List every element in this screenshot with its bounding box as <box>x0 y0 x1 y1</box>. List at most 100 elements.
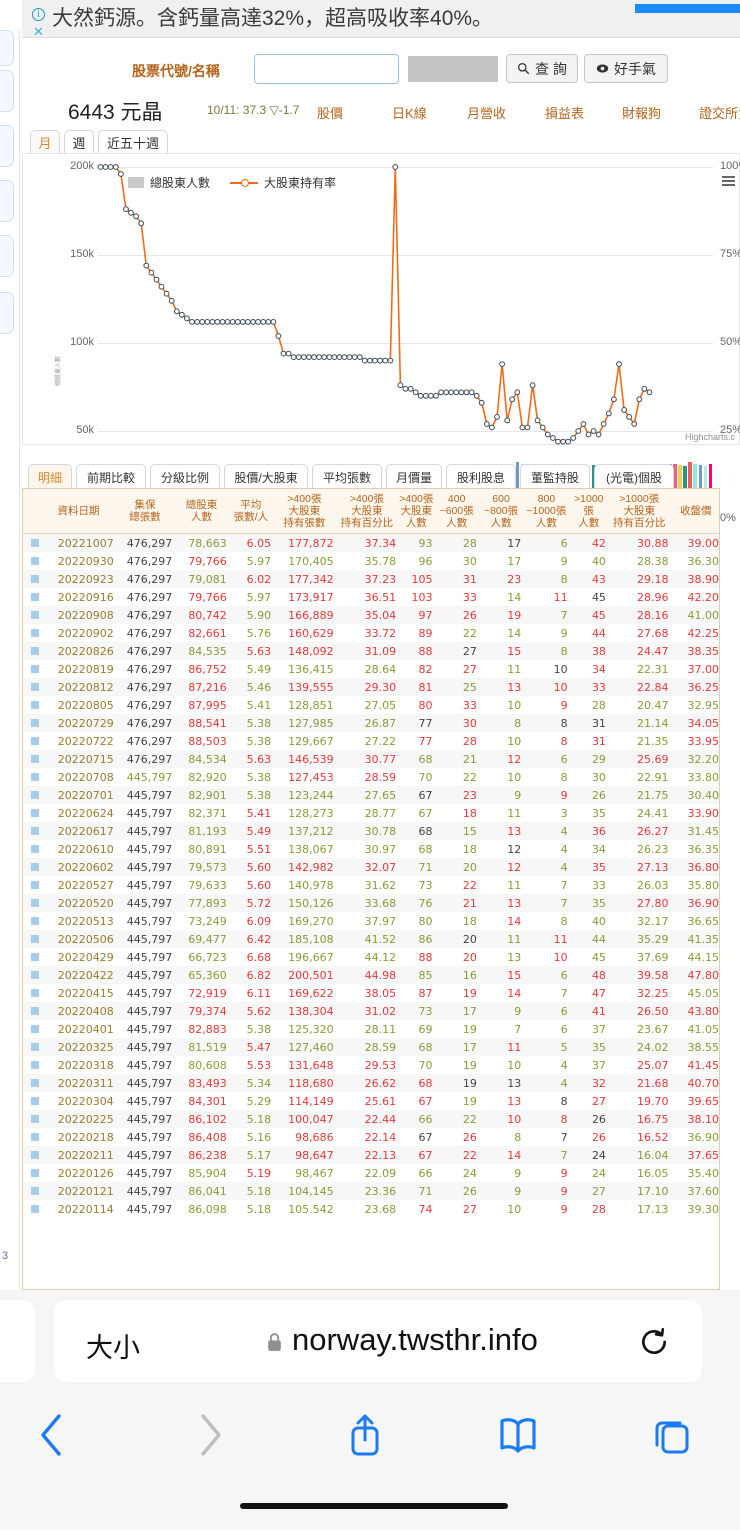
table-cell-marker[interactable] <box>23 1038 41 1056</box>
table-row[interactable]: 20220520 445,797 77,893 5.72 150,126 33.68 76 2… <box>23 894 719 912</box>
table-row[interactable]: 20220729 476,297 88,541 5.38 127,985 26.87 77 3… <box>23 714 719 732</box>
search-input[interactable] <box>254 54 399 84</box>
table-header-cell[interactable]: 平均 張數/人 <box>228 489 274 534</box>
table-row[interactable]: 20221007 476,297 78,663 6.05 177,872 37.34 93 2… <box>23 533 719 553</box>
table-row[interactable]: 20220701 445,797 82,901 5.38 123,244 27.65 67 2… <box>23 786 719 804</box>
table-cell-marker[interactable] <box>23 768 41 786</box>
row-marker[interactable] <box>31 1078 40 1087</box>
data-tab-6[interactable]: 股利股息 <box>446 464 516 489</box>
table-cell-marker[interactable] <box>23 606 41 624</box>
share-button[interactable] <box>325 1400 405 1470</box>
row-marker[interactable] <box>31 1168 40 1177</box>
table-cell-marker[interactable] <box>23 534 41 553</box>
data-tab-1[interactable]: 前期比較 <box>76 464 146 489</box>
table-row[interactable]: 20220408 445,797 79,374 5.62 138,304 31.02 73 1… <box>23 1002 719 1020</box>
table-cell-marker[interactable] <box>23 786 41 804</box>
nav-link-3[interactable]: 損益表 <box>545 106 585 121</box>
table-cell-marker[interactable] <box>23 696 41 714</box>
table-row[interactable]: 20220121 445,797 86,041 5.18 104,145 23.36 71 2… <box>23 1182 719 1200</box>
row-marker[interactable] <box>31 1204 40 1213</box>
row-marker[interactable] <box>31 1096 40 1105</box>
previous-tab-peek[interactable] <box>0 1300 35 1382</box>
table-row[interactable]: 20220513 445,797 73,249 6.09 169,270 37.97 80 1… <box>23 912 719 930</box>
table-header-cell[interactable]: 400 ~600張 人數 <box>434 489 479 534</box>
table-row[interactable]: 20220429 445,797 66,723 6.68 196,667 44.12 88 2… <box>23 948 719 966</box>
row-marker[interactable] <box>31 754 40 763</box>
table-row[interactable]: 20220819 476,297 86,752 5.49 136,415 28.64 82 2… <box>23 660 719 678</box>
table-cell-marker[interactable] <box>23 714 41 732</box>
row-marker[interactable] <box>31 664 40 673</box>
sidebar-box-2[interactable] <box>0 125 14 167</box>
data-tab-5[interactable]: 月價量 <box>386 464 442 489</box>
table-row[interactable]: 20220812 476,297 87,216 5.46 139,555 29.30 81 2… <box>23 678 719 696</box>
table-cell-marker[interactable] <box>23 984 41 1002</box>
row-marker[interactable] <box>31 1042 40 1051</box>
table-header-cell[interactable]: 集保 總張數 <box>115 489 175 534</box>
row-marker[interactable] <box>31 1132 40 1141</box>
row-marker[interactable] <box>31 844 40 853</box>
row-marker[interactable] <box>31 646 40 655</box>
row-marker[interactable] <box>31 1186 40 1195</box>
table-cell-marker[interactable] <box>23 624 41 642</box>
row-marker[interactable] <box>31 970 40 979</box>
table-header-cell[interactable]: >400張 大股東 持有百分比 <box>335 489 399 534</box>
table-row[interactable]: 20220722 476,297 88,503 5.38 129,667 27.22 77 2… <box>23 732 719 750</box>
lucky-button[interactable]: 好手氣 <box>584 54 668 83</box>
bookmarks-button[interactable] <box>478 1400 558 1470</box>
table-row[interactable]: 20220318 445,797 80,608 5.53 131,648 29.53 70 1… <box>23 1056 719 1074</box>
table-cell-marker[interactable] <box>23 912 41 930</box>
row-marker[interactable] <box>31 1006 40 1015</box>
tabs-button[interactable] <box>632 1400 712 1470</box>
table-row[interactable]: 20220708 445,797 82,920 5.38 127,453 28.59 70 2… <box>23 768 719 786</box>
table-cell-marker[interactable] <box>23 678 41 696</box>
table-cell-marker[interactable] <box>23 948 41 966</box>
row-marker[interactable] <box>31 592 40 601</box>
table-row[interactable]: 20220304 445,797 84,301 5.29 114,149 25.61 67 1… <box>23 1092 719 1110</box>
table-cell-marker[interactable] <box>23 966 41 984</box>
table-cell-marker[interactable] <box>23 804 41 822</box>
data-tab-4[interactable]: 平均張數 <box>312 464 382 489</box>
nav-link-1[interactable]: 日K線 <box>392 106 427 121</box>
table-header-cell[interactable]: 資料日期 <box>41 489 116 534</box>
legend-label-bar[interactable]: 總股東人數 <box>150 176 211 190</box>
row-marker[interactable] <box>31 772 40 781</box>
table-header-cell[interactable]: >1000張 人數 <box>569 489 608 534</box>
table-cell-marker[interactable] <box>23 894 41 912</box>
reload-icon[interactable] <box>638 1326 670 1358</box>
table-row[interactable]: 20220506 445,797 69,477 6.42 185,108 41.52 86 2… <box>23 930 719 948</box>
row-marker[interactable] <box>31 700 40 709</box>
table-row[interactable]: 20220805 476,297 87,995 5.41 128,851 27.05 80 3… <box>23 696 719 714</box>
row-marker[interactable] <box>31 610 40 619</box>
row-marker[interactable] <box>31 790 40 799</box>
row-marker[interactable] <box>31 1150 40 1159</box>
row-marker[interactable] <box>31 736 40 745</box>
row-marker[interactable] <box>31 988 40 997</box>
sidebar-box-1[interactable] <box>0 70 14 112</box>
table-cell-marker[interactable] <box>23 840 41 858</box>
table-cell-marker[interactable] <box>23 1146 41 1164</box>
row-marker[interactable] <box>31 538 40 547</box>
table-row[interactable]: 20220325 445,797 81,519 5.47 127,460 28.59 68 1… <box>23 1038 719 1056</box>
data-tab-8[interactable]: (光電)個股 <box>594 464 674 489</box>
table-header-cell[interactable]: 收盤價 <box>670 489 719 534</box>
table-row[interactable]: 20220225 445,797 86,102 5.18 100,047 22.44 66 2… <box>23 1110 719 1128</box>
sidebar-box-3[interactable] <box>0 180 14 222</box>
table-header-cell[interactable]: 800 ~1000張 人數 <box>523 489 570 534</box>
table-row[interactable]: 20220930 476,297 79,766 5.97 170,405 35.78 96 3… <box>23 552 719 570</box>
table-row[interactable]: 20220401 445,797 82,883 5.38 125,320 28.11 69 1… <box>23 1020 719 1038</box>
table-cell-marker[interactable] <box>23 1164 41 1182</box>
table-cell-marker[interactable] <box>23 1200 41 1218</box>
nav-link-4[interactable]: 財報狗 <box>622 106 662 121</box>
row-marker[interactable] <box>31 556 40 565</box>
table-cell-marker[interactable] <box>23 1128 41 1146</box>
nav-link-2[interactable]: 月營收 <box>467 106 507 121</box>
table-header-cell[interactable]: 總股東 人數 <box>174 489 229 534</box>
row-marker[interactable] <box>31 628 40 637</box>
url-bar[interactable]: 大小 norway.twsthr.info <box>54 1300 702 1382</box>
forward-button[interactable] <box>170 1400 250 1470</box>
row-marker[interactable] <box>31 952 40 961</box>
table-row[interactable]: 20220218 445,797 86,408 5.16 98,686 22.14 67 26… <box>23 1128 719 1146</box>
table-row[interactable]: 20220311 445,797 83,493 5.34 118,680 26.62 68 1… <box>23 1074 719 1092</box>
table-cell-marker[interactable] <box>23 552 41 570</box>
period-tab-week[interactable]: 週 <box>64 130 94 154</box>
